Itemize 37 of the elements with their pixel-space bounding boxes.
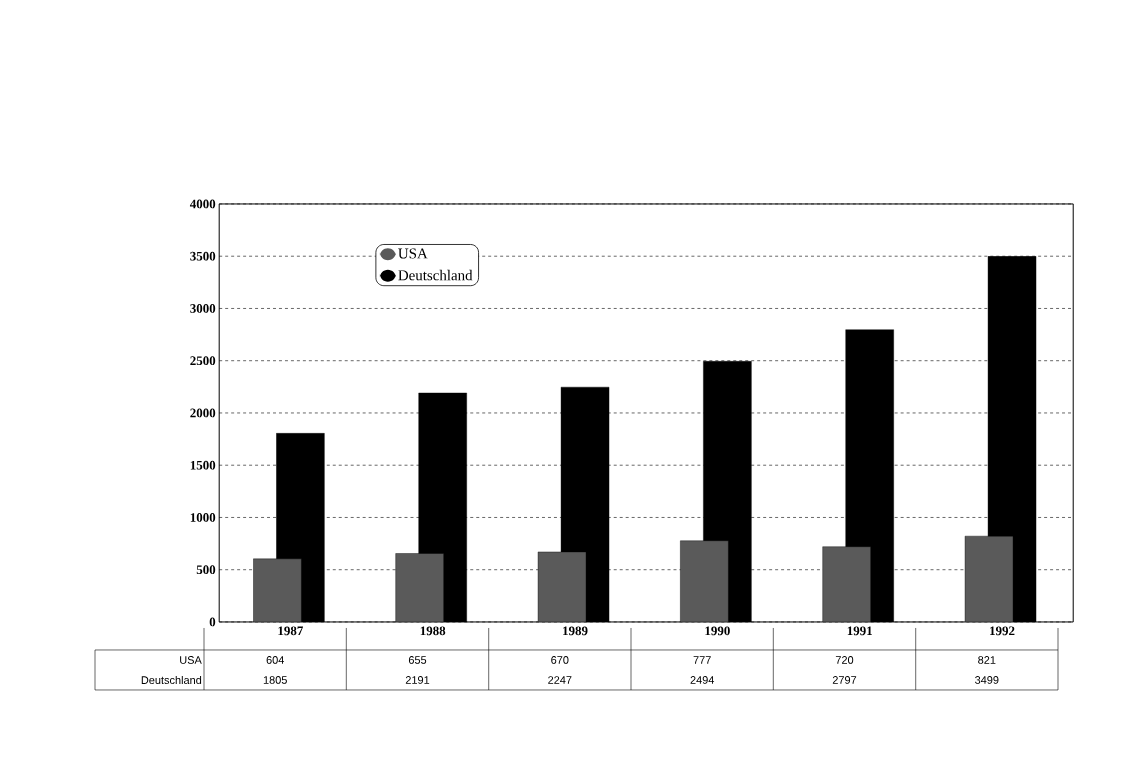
data-label: 3499 bbox=[975, 676, 999, 684]
x-tick-label: 1989 bbox=[563, 626, 588, 636]
bar bbox=[964, 535, 1014, 622]
bar bbox=[822, 546, 871, 622]
x-tick-label: 1987 bbox=[278, 626, 303, 636]
text: Deutschland bbox=[141, 675, 202, 685]
data-label: 2247 bbox=[548, 676, 572, 684]
data-label: 2494 bbox=[690, 676, 715, 684]
y-tick-label: 0 bbox=[209, 617, 216, 627]
x-tick-label: 1991 bbox=[847, 626, 872, 636]
data-label: 720 bbox=[835, 656, 854, 664]
data-label: 670 bbox=[551, 656, 569, 664]
y-tick-label: 3500 bbox=[190, 251, 216, 261]
y-tick-label: 1000 bbox=[190, 513, 216, 522]
legend-label: Deutschland bbox=[398, 269, 473, 281]
x-tick-label: 1990 bbox=[705, 626, 730, 636]
data-label: 821 bbox=[978, 656, 996, 664]
y-tick-label: 2000 bbox=[190, 408, 216, 418]
x-tick-label: 1992 bbox=[990, 626, 1015, 636]
bar bbox=[253, 558, 302, 622]
text: USA bbox=[180, 656, 202, 664]
legend-label: USA bbox=[398, 248, 428, 259]
y-tick-label: 3000 bbox=[190, 304, 216, 313]
data-label: 777 bbox=[693, 656, 711, 664]
y-tick-label: 1500 bbox=[190, 460, 216, 470]
x-tick-label: 1988 bbox=[420, 626, 446, 636]
data-label: 2191 bbox=[405, 676, 430, 684]
y-tick-label: 500 bbox=[196, 565, 216, 575]
y-tick-label: 2500 bbox=[190, 356, 216, 366]
data-label: 655 bbox=[408, 656, 427, 664]
data-label: 1805 bbox=[263, 676, 287, 684]
data-label: 2797 bbox=[832, 676, 857, 684]
bar bbox=[537, 551, 587, 622]
bar bbox=[395, 553, 444, 622]
y-tick-label: 4000 bbox=[189, 199, 216, 209]
bar bbox=[680, 540, 729, 622]
data-label: 604 bbox=[266, 656, 285, 664]
